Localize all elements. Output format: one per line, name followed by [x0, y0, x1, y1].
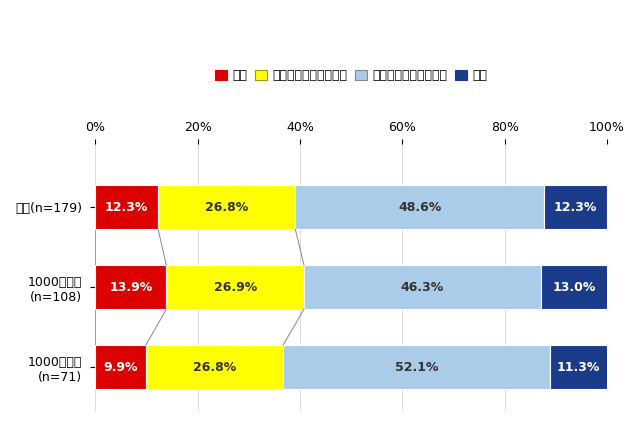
Bar [304, 265, 541, 309]
Bar [544, 185, 607, 229]
Bar [95, 185, 158, 229]
Text: 46.3%: 46.3% [401, 281, 444, 294]
Bar [95, 265, 166, 309]
Bar [95, 345, 146, 389]
Bar [166, 265, 304, 309]
Text: 11.3%: 11.3% [557, 360, 600, 374]
Bar [158, 185, 295, 229]
Bar [295, 185, 544, 229]
Bar [550, 345, 607, 389]
Bar [541, 265, 607, 309]
Text: 52.1%: 52.1% [395, 360, 438, 374]
Bar [283, 345, 550, 389]
Text: 26.8%: 26.8% [193, 360, 236, 374]
Bar [146, 345, 283, 389]
Text: 13.9%: 13.9% [109, 281, 152, 294]
Text: 12.3%: 12.3% [105, 201, 148, 214]
Legend: 賛成, どちらかと言えば賛成, どちらかと言えば反対, 反対: 賛成, どちらかと言えば賛成, どちらかと言えば反対, 反対 [210, 64, 492, 87]
Text: 9.9%: 9.9% [103, 360, 138, 374]
Text: 48.6%: 48.6% [398, 201, 442, 214]
Text: 13.0%: 13.0% [552, 281, 596, 294]
Text: 12.3%: 12.3% [554, 201, 597, 214]
Text: 26.9%: 26.9% [214, 281, 257, 294]
Text: 26.8%: 26.8% [205, 201, 248, 214]
